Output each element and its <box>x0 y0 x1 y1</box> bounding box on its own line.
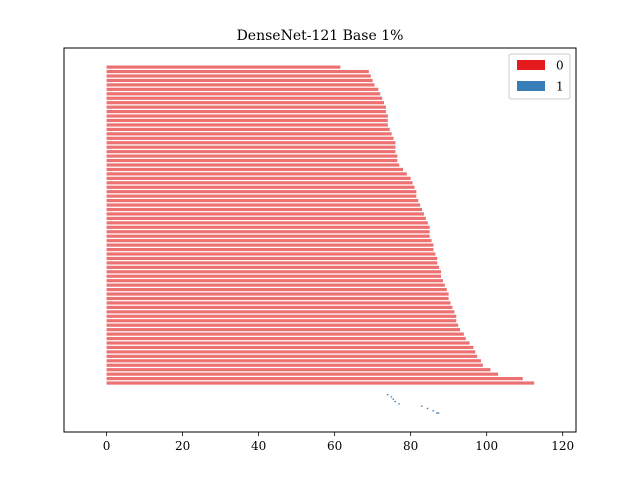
bar-0-19 <box>106 150 396 154</box>
legend-label-0: 0 <box>556 59 564 73</box>
bar-1-1 <box>390 396 393 398</box>
legend: 0 1 <box>508 53 571 100</box>
bar-0-58 <box>106 323 459 327</box>
bar-0-63 <box>106 345 474 350</box>
x-tick-label-4: 80 <box>403 439 418 453</box>
bar-0-33 <box>106 212 424 216</box>
bar-0-44 <box>106 261 438 265</box>
bar-0-14 <box>106 127 390 131</box>
x-tick-label-5: 100 <box>475 439 498 453</box>
bar-0-22 <box>106 163 400 167</box>
bar-0-43 <box>106 256 438 261</box>
bar-1-4 <box>398 403 400 405</box>
bar-0-7 <box>106 96 383 100</box>
bar-1-6 <box>426 407 429 410</box>
bar-0-45 <box>106 265 440 269</box>
bar-0-11 <box>106 114 388 118</box>
x-tick-label-1: 20 <box>175 439 190 453</box>
bar-1-0 <box>386 394 389 396</box>
bar-0-65 <box>106 354 478 358</box>
bar-0-35 <box>106 221 428 225</box>
bar-0-1 <box>106 69 369 74</box>
bar-1-2 <box>392 398 395 400</box>
bar-0-9 <box>106 105 386 109</box>
legend-label-1: 1 <box>556 80 564 94</box>
bar-0-55 <box>106 310 455 314</box>
bar-0-18 <box>106 145 396 149</box>
bar-0-12 <box>106 118 388 123</box>
bar-0-53 <box>106 301 451 305</box>
bar-0-21 <box>106 158 398 163</box>
bar-0-51 <box>106 292 449 296</box>
bar-0-47 <box>106 274 442 278</box>
bar-0-29 <box>106 194 417 198</box>
bar-0-0 <box>106 65 341 69</box>
bar-0-42 <box>106 252 436 256</box>
x-tick-label-2: 40 <box>251 439 266 453</box>
bars-layer <box>106 65 535 414</box>
bar-0-16 <box>106 136 394 140</box>
bar-0-59 <box>106 328 461 332</box>
bar-0-31 <box>106 203 421 207</box>
bar-0-26 <box>106 181 413 185</box>
bar-0-38 <box>106 234 430 238</box>
bar-0-46 <box>106 270 442 274</box>
bar-0-41 <box>106 247 434 252</box>
bar-0-62 <box>106 341 470 345</box>
bar-0-71 <box>106 381 535 385</box>
bar-0-49 <box>106 283 445 287</box>
bar-0-2 <box>106 74 371 78</box>
bar-0-32 <box>106 207 423 212</box>
bar-0-68 <box>106 368 491 372</box>
bar-0-17 <box>106 141 396 145</box>
bar-0-24 <box>106 172 407 176</box>
bar-0-5 <box>106 87 379 91</box>
chart-title: DenseNet-121 Base 1% <box>237 28 404 44</box>
bar-0-54 <box>106 305 453 309</box>
bar-0-15 <box>106 132 392 136</box>
bar-0-28 <box>106 190 417 194</box>
bar-0-6 <box>106 92 381 96</box>
bar-0-23 <box>106 167 404 172</box>
bar-0-67 <box>106 363 483 367</box>
bar-0-36 <box>106 225 430 229</box>
bar-1-3 <box>394 400 396 403</box>
bar-0-40 <box>106 243 434 247</box>
x-axis: 0 20 40 60 80 100 120 <box>103 432 574 453</box>
bar-0-25 <box>106 176 411 180</box>
bar-0-34 <box>106 216 426 220</box>
bar-0-3 <box>106 78 373 83</box>
bar-0-30 <box>106 199 419 203</box>
plot-frame <box>63 47 577 433</box>
bar-0-39 <box>106 239 432 243</box>
bar-0-27 <box>106 185 415 189</box>
bar-0-10 <box>106 110 386 114</box>
legend-swatch-1 <box>517 81 545 91</box>
bar-0-48 <box>106 279 443 283</box>
bar-0-52 <box>106 296 449 301</box>
bar-0-13 <box>106 123 388 127</box>
bar-0-66 <box>106 359 481 363</box>
bar-0-57 <box>106 319 457 323</box>
bar-0-69 <box>106 372 499 376</box>
x-tick-label-3: 60 <box>327 439 342 453</box>
bar-0-56 <box>106 314 457 318</box>
bar-0-64 <box>106 350 476 354</box>
bar-0-61 <box>106 336 466 341</box>
x-tick-label-6: 120 <box>551 439 574 453</box>
bar-1-7 <box>432 410 434 412</box>
bar-1-8 <box>436 412 440 414</box>
bar-0-60 <box>106 332 464 336</box>
bar-0-70 <box>106 377 523 381</box>
legend-swatch-0 <box>517 60 545 70</box>
bar-0-50 <box>106 288 447 292</box>
bar-0-8 <box>106 101 385 105</box>
bar-0-20 <box>106 154 398 158</box>
x-tick-label-0: 0 <box>103 439 111 453</box>
bar-0-4 <box>106 83 375 87</box>
bar-1-5 <box>421 405 423 407</box>
bar-0-37 <box>106 230 430 234</box>
